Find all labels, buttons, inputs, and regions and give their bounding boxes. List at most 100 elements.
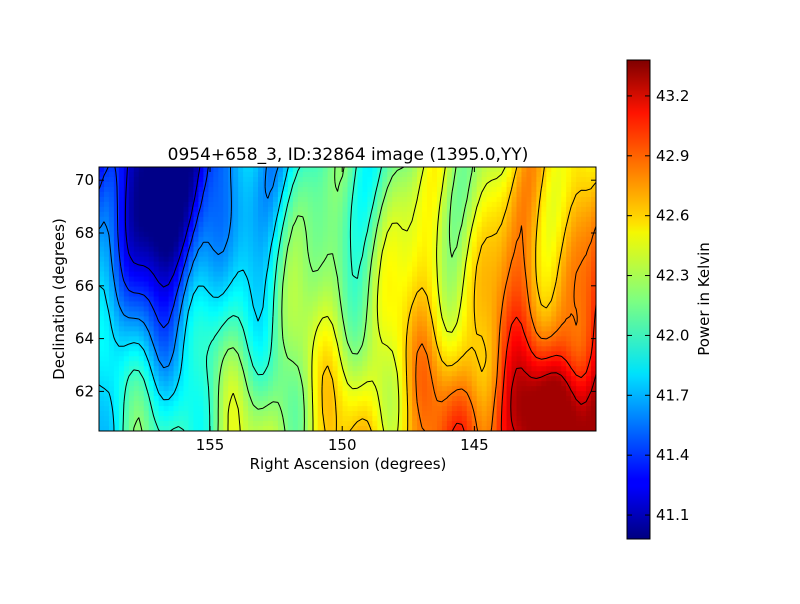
heatmap-cell	[168, 391, 175, 397]
heatmap-cell	[571, 256, 577, 263]
heatmap-cell	[466, 261, 473, 268]
heatmap-cell	[516, 361, 523, 367]
heatmap-cell	[531, 176, 537, 183]
heatmap-cell	[133, 301, 140, 308]
heatmap-cell	[267, 216, 274, 223]
heatmap-cell	[586, 211, 592, 218]
heatmap-cell	[417, 256, 423, 263]
heatmap-cell	[317, 246, 324, 253]
heatmap-cell	[302, 216, 309, 223]
heatmap-cell	[436, 191, 443, 198]
heatmap-cell	[486, 321, 493, 327]
heatmap-cell	[412, 316, 418, 323]
heatmap-cell	[138, 351, 145, 357]
heatmap-cell	[272, 246, 279, 253]
heatmap-cell	[377, 181, 383, 188]
heatmap-cell	[407, 326, 413, 332]
heatmap-cell	[561, 351, 567, 357]
heatmap-cell	[362, 381, 368, 387]
heatmap-cell	[282, 251, 289, 258]
heatmap-cell	[591, 211, 596, 218]
heatmap-cell	[198, 167, 204, 173]
heatmap-cell	[531, 326, 537, 332]
heatmap-cell	[297, 221, 304, 228]
heatmap-cell	[556, 356, 562, 362]
heatmap-cell	[357, 376, 364, 382]
heatmap-cell	[536, 211, 542, 218]
heatmap-cell	[123, 351, 130, 357]
heatmap-cell	[347, 361, 354, 367]
heatmap-cell	[446, 391, 453, 397]
heatmap-cell	[208, 276, 214, 283]
heatmap-cell	[402, 411, 408, 417]
heatmap-cell	[521, 291, 528, 298]
heatmap-cell	[397, 361, 403, 367]
heatmap-cell	[446, 171, 453, 178]
heatmap-cell	[486, 346, 493, 352]
heatmap-cell	[506, 406, 513, 412]
heatmap-cell	[586, 236, 592, 243]
heatmap-cell	[178, 331, 185, 337]
heatmap-cell	[178, 301, 185, 308]
heatmap-cell	[387, 261, 393, 268]
heatmap-cell	[253, 361, 259, 367]
heatmap-cell	[417, 291, 423, 298]
heatmap-cell	[287, 251, 294, 258]
heatmap-cell	[193, 391, 199, 397]
heatmap-cell	[158, 176, 165, 183]
heatmap-cell	[407, 306, 413, 313]
heatmap-cell	[362, 286, 368, 293]
heatmap-cell	[113, 276, 120, 283]
heatmap-cell	[163, 401, 170, 407]
heatmap-cell	[347, 296, 354, 303]
heatmap-cell	[302, 361, 309, 367]
heatmap-cell	[99, 311, 105, 318]
heatmap-cell	[113, 286, 120, 293]
heatmap-cell	[292, 366, 299, 372]
heatmap-cell	[496, 261, 503, 268]
heatmap-cell	[302, 191, 309, 198]
heatmap-cell	[203, 261, 209, 268]
heatmap-cell	[526, 171, 532, 178]
heatmap-cell	[307, 206, 314, 213]
heatmap-cell	[576, 201, 582, 208]
heatmap-cell	[218, 216, 224, 223]
heatmap-cell	[168, 266, 175, 273]
heatmap-cell	[412, 186, 418, 193]
heatmap-cell	[178, 321, 185, 327]
heatmap-cell	[531, 316, 537, 323]
heatmap-cell	[173, 191, 180, 198]
heatmap-cell	[203, 231, 209, 238]
heatmap-cell	[297, 351, 304, 357]
heatmap-cell	[436, 336, 443, 342]
heatmap-cell	[561, 396, 567, 402]
heatmap-cell	[118, 306, 125, 313]
heatmap-cell	[223, 266, 229, 273]
heatmap-cell	[541, 196, 547, 203]
heatmap-cell	[312, 241, 319, 248]
heatmap-cell	[193, 241, 199, 248]
heatmap-cell	[153, 286, 160, 293]
heatmap-cell	[392, 171, 398, 178]
heatmap-cell	[123, 241, 130, 248]
heatmap-cell	[223, 341, 229, 347]
heatmap-cell	[263, 326, 269, 332]
heatmap-cell	[99, 321, 105, 327]
heatmap-cell	[382, 286, 388, 293]
heatmap-cell	[163, 326, 170, 332]
heatmap-cell	[377, 251, 383, 258]
heatmap-cell	[397, 281, 403, 288]
heatmap-cell	[436, 391, 443, 397]
heatmap-cell	[267, 321, 274, 327]
heatmap-cell	[178, 411, 185, 417]
heatmap-cell	[118, 321, 125, 327]
heatmap-cell	[561, 206, 567, 213]
heatmap-cell	[436, 321, 443, 327]
heatmap-cell	[407, 331, 413, 337]
heatmap-cell	[516, 406, 523, 412]
heatmap-cell	[153, 406, 160, 412]
heatmap-cell	[446, 167, 453, 173]
heatmap-cell	[476, 331, 483, 337]
heatmap-cell	[287, 376, 294, 382]
heatmap-cell	[551, 391, 557, 397]
